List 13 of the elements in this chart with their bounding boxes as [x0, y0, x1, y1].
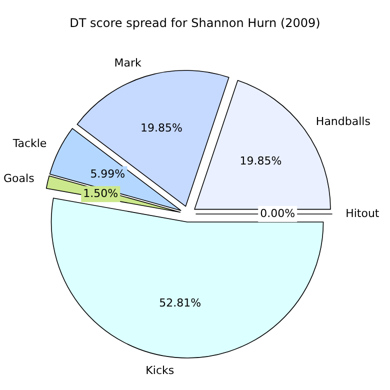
category-label: Hitout [346, 207, 380, 220]
slice-label: Goals [4, 172, 35, 186]
slice-label: Kicks [146, 364, 174, 377]
text: 0.00% [260, 207, 296, 220]
data-label: 1.50% [83, 187, 118, 200]
data-label: 19.85% [240, 154, 282, 168]
data-label: 5.99% [90, 167, 126, 180]
slice-label: Mark [114, 56, 142, 70]
chart-title: DT score spread for Shannon Hurn (2009) [70, 16, 320, 30]
data-label: 19.85% [140, 121, 182, 134]
slice-label: Handballs [316, 114, 371, 128]
data-label: 52.81% [159, 296, 202, 310]
slice-label: Tackle [12, 137, 47, 150]
